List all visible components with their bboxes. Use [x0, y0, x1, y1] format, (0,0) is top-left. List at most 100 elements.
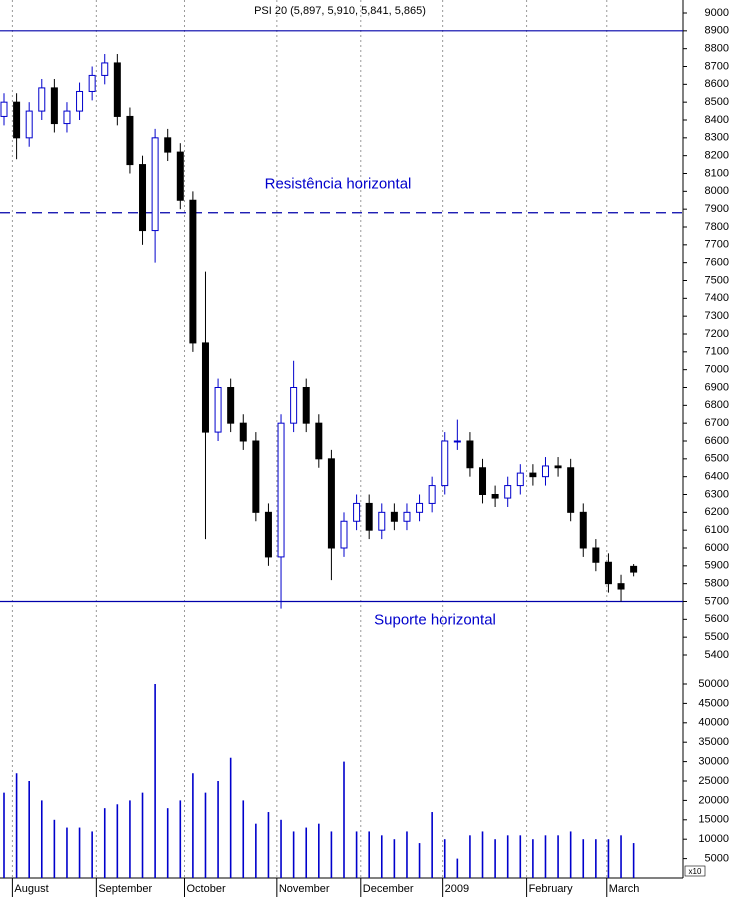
y-tick-label: 7500 — [705, 274, 729, 286]
y-tick-label: 6800 — [705, 399, 729, 411]
candle-body — [214, 387, 222, 433]
y-tick-label: 7900 — [705, 203, 729, 215]
candle-body — [126, 115, 134, 166]
candle-body — [176, 151, 184, 201]
volume-bar — [406, 831, 408, 878]
candle-body — [113, 62, 121, 117]
volume-bar — [620, 835, 622, 878]
x-tick-label: August — [14, 883, 48, 895]
candle-body — [567, 467, 575, 513]
candle-body — [579, 511, 587, 549]
candle-body — [365, 502, 373, 531]
y-tick-label: 6600 — [705, 435, 729, 447]
volume-bar — [557, 835, 559, 878]
candle-body — [529, 472, 537, 478]
annotation: Resistência horizontal — [265, 176, 412, 193]
y-tick-label: 6400 — [705, 471, 729, 483]
volume-bar — [66, 827, 68, 878]
y-tick-label: 5800 — [705, 578, 729, 590]
y-tick-label: 8800 — [705, 43, 729, 55]
y-tick-label: 7600 — [705, 257, 729, 269]
volume-bar — [443, 839, 446, 878]
volume-bar — [255, 823, 257, 878]
y-tick-label: 5700 — [705, 595, 729, 607]
volume-bar — [607, 839, 610, 878]
volume-bar — [103, 808, 106, 878]
candle-body — [630, 565, 638, 573]
x-tick-label: November — [279, 883, 330, 895]
volume-bar — [28, 781, 30, 878]
volume-bar — [78, 827, 81, 878]
volume-bar — [166, 808, 169, 878]
volume-bar — [53, 819, 56, 878]
volume-bar — [154, 684, 156, 878]
candle-body — [466, 440, 474, 469]
candle-body — [353, 502, 361, 522]
y-tick-label: 6200 — [705, 506, 729, 518]
candle-body — [0, 101, 8, 117]
volume-bar — [595, 839, 597, 878]
y-tick-label: 10000 — [698, 833, 729, 845]
volume-bar — [632, 843, 635, 878]
y-tick-label: 5000 — [705, 853, 729, 865]
candle-body — [604, 561, 612, 585]
volume-bar — [569, 831, 572, 878]
candle-body — [139, 164, 147, 232]
y-tick-label: 6300 — [705, 488, 729, 500]
candle-body — [516, 472, 524, 487]
candle-body — [239, 422, 247, 442]
candle-body — [25, 110, 33, 139]
y-tick-label: 7700 — [705, 239, 729, 251]
annotation: Suporte horizontal — [374, 611, 496, 628]
candle-body — [88, 74, 96, 92]
y-tick-label: 7800 — [705, 221, 729, 233]
unit-label: x10 — [689, 867, 702, 876]
volume-bar — [469, 835, 471, 878]
candle-body — [617, 583, 625, 590]
candle-body — [189, 199, 197, 344]
y-tick-label: 8400 — [705, 114, 729, 126]
candle-body — [416, 502, 424, 513]
volume-bar — [380, 835, 383, 878]
candle-body — [403, 511, 411, 522]
y-tick-label: 40000 — [698, 717, 729, 729]
x-tick-label: September — [98, 883, 152, 895]
y-tick-label: 7200 — [705, 328, 729, 340]
x-tick-label: October — [186, 883, 225, 895]
volume-bar — [229, 757, 232, 878]
candle-body — [340, 520, 348, 549]
volume-bar — [431, 812, 433, 878]
volume-bar — [267, 812, 270, 878]
candle-body — [201, 342, 209, 433]
volume-bar — [116, 804, 119, 878]
y-tick-label: 25000 — [698, 775, 729, 787]
volume-bar — [506, 835, 509, 878]
volume-bar — [3, 792, 5, 878]
candle-body — [491, 494, 499, 499]
volume-bar — [456, 858, 459, 878]
volume-bar — [368, 831, 370, 878]
candle-body — [428, 485, 436, 504]
volume-bar — [292, 831, 295, 878]
candle-body — [50, 87, 58, 125]
y-tick-label: 8000 — [705, 185, 729, 197]
volume-bar — [40, 800, 43, 878]
volume-bar — [318, 823, 320, 878]
y-tick-label: 8700 — [705, 60, 729, 72]
candle-body — [390, 511, 398, 522]
y-tick-label: 35000 — [698, 736, 729, 748]
candle-body — [151, 137, 159, 232]
y-tick-label: 9000 — [705, 7, 729, 19]
volume-bar — [532, 839, 534, 878]
y-tick-label: 20000 — [698, 794, 729, 806]
y-tick-label: 6700 — [705, 417, 729, 429]
y-tick-label: 45000 — [698, 697, 729, 709]
x-tick-label: February — [529, 883, 574, 895]
candle-body — [76, 90, 84, 112]
y-tick-label: 7300 — [705, 310, 729, 322]
candle-body — [327, 458, 335, 549]
y-tick-label: 5600 — [705, 613, 729, 625]
volume-bar — [343, 761, 345, 878]
